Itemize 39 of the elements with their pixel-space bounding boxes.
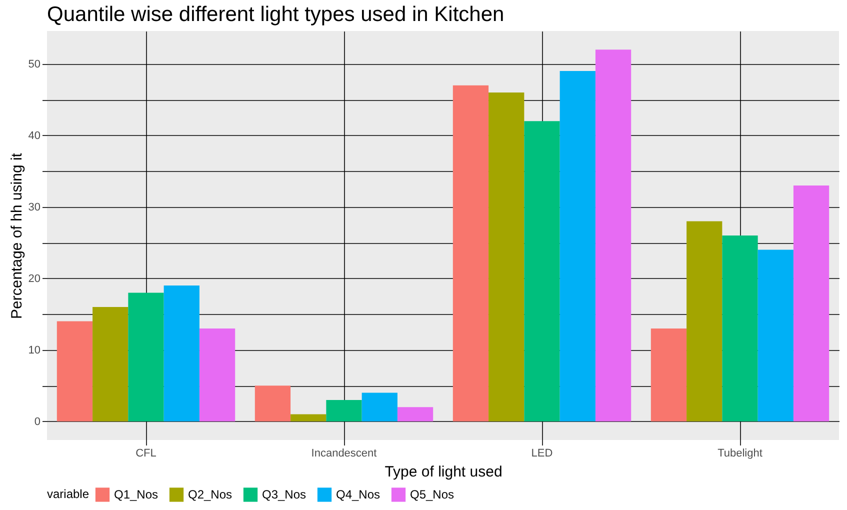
legend-label: Q4_Nos (336, 488, 380, 502)
bar (397, 407, 434, 422)
bar (326, 400, 362, 422)
legend-title: variable (47, 487, 90, 501)
bar (595, 50, 632, 422)
y-tick-label: 10 (28, 344, 40, 356)
bar (199, 328, 236, 422)
legend-label: Q1_Nos (114, 488, 158, 502)
chart-title: Quantile wise different light types used in Kitchen (47, 3, 504, 26)
x-tick-label: Incandescent (311, 448, 377, 460)
bar (128, 292, 164, 422)
legend-label: Q3_Nos (262, 488, 306, 502)
y-tick-label: 20 (28, 272, 40, 285)
y-tick-label: 50 (28, 58, 40, 70)
legend-label: Q5_Nos (410, 488, 454, 502)
x-tick-label: CFL (136, 448, 156, 460)
bar (650, 328, 687, 422)
bar (362, 392, 398, 422)
bar (686, 221, 722, 422)
bar (254, 386, 291, 422)
bar (488, 92, 524, 422)
y-tick-label: 30 (28, 201, 40, 214)
bar (290, 414, 326, 422)
bar (92, 307, 128, 422)
bar (524, 121, 560, 422)
y-axis-title: Percentage of hh using it (8, 152, 26, 319)
bar (793, 185, 830, 422)
y-tick-label: 0 (34, 416, 40, 428)
x-axis-title: Type of light used (384, 464, 502, 480)
x-tick-label: Tubelight (718, 448, 762, 460)
bar (164, 286, 200, 422)
bar (56, 321, 93, 422)
bar (560, 71, 596, 422)
bar (758, 250, 794, 422)
bar (452, 85, 489, 422)
y-tick-label: 40 (28, 130, 40, 142)
legend-label: Q2_Nos (188, 488, 232, 502)
x-tick-label: LED (531, 448, 553, 460)
bar (722, 236, 758, 422)
